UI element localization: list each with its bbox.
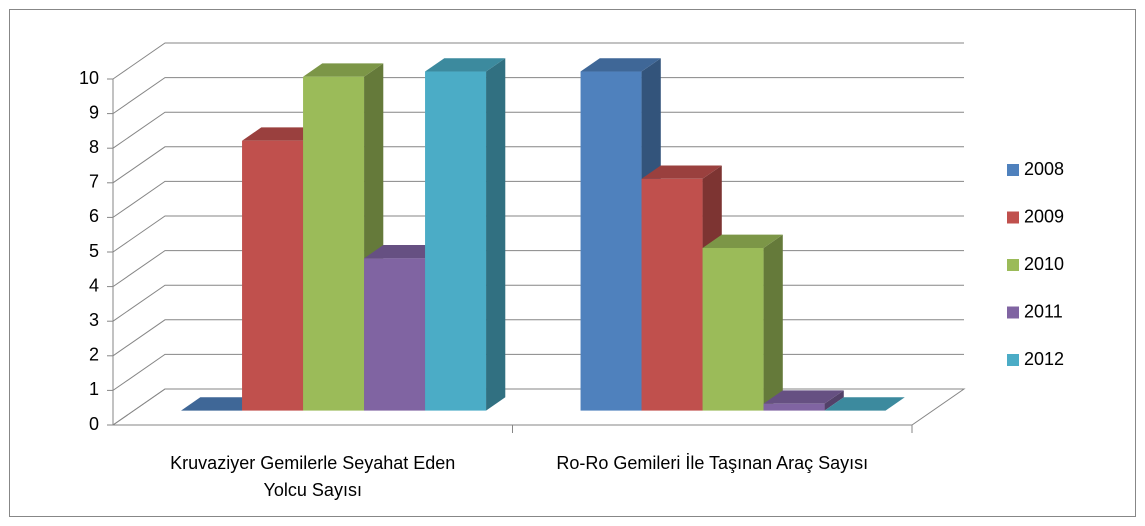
y-tick-label: 5 bbox=[89, 241, 99, 261]
legend-swatch bbox=[1007, 354, 1019, 366]
bar-top bbox=[824, 397, 905, 411]
bar-top bbox=[181, 397, 262, 411]
bar bbox=[303, 63, 384, 411]
x-tick-label: Ro-Ro Gemileri İle Taşınan Araç Sayısı bbox=[556, 453, 869, 473]
y-tick-label: 3 bbox=[89, 310, 99, 330]
legend-label: 2008 bbox=[1024, 159, 1064, 179]
legend-swatch bbox=[1007, 211, 1019, 224]
bar-front bbox=[364, 258, 426, 411]
grid-line bbox=[112, 111, 964, 149]
bar-front bbox=[425, 71, 487, 411]
legend-label: 2012 bbox=[1024, 349, 1064, 369]
bar-top bbox=[364, 245, 445, 259]
bar-top bbox=[242, 127, 323, 141]
legend-label: 2010 bbox=[1024, 254, 1064, 274]
bar bbox=[425, 58, 506, 411]
chart-border bbox=[9, 9, 1136, 517]
bar-side bbox=[824, 390, 844, 411]
bar-front bbox=[303, 76, 365, 411]
bar bbox=[824, 397, 905, 411]
x-tick-label: Kruvaziyer Gemilerle Seyahat Eden Yolcu … bbox=[170, 453, 456, 500]
bar bbox=[702, 234, 783, 411]
legend-swatch bbox=[1007, 164, 1019, 176]
bar-front bbox=[641, 178, 703, 411]
y-tick-label: 10 bbox=[79, 68, 99, 88]
bar-front bbox=[242, 140, 304, 411]
legend-swatch bbox=[1007, 259, 1019, 271]
y-tick-label: 8 bbox=[89, 137, 99, 157]
bar-top bbox=[425, 58, 506, 72]
y-tick-label: 1 bbox=[89, 379, 99, 399]
y-tick-label: 4 bbox=[89, 275, 99, 295]
bar-top bbox=[580, 58, 661, 72]
y-tick-label: 7 bbox=[89, 172, 99, 192]
bar bbox=[181, 397, 262, 411]
bar-front bbox=[763, 403, 825, 411]
legend-swatch bbox=[1007, 306, 1019, 319]
bar-top bbox=[763, 390, 844, 404]
bar bbox=[763, 390, 844, 411]
bar-side bbox=[763, 234, 783, 411]
grid-line bbox=[112, 42, 964, 80]
bar-top bbox=[641, 165, 722, 179]
bar-top bbox=[702, 234, 783, 248]
legend-label: 2009 bbox=[1024, 206, 1064, 226]
legend-label: 2011 bbox=[1024, 301, 1063, 321]
bar-front bbox=[702, 247, 764, 411]
grid-line bbox=[112, 77, 964, 115]
grid-line bbox=[112, 146, 964, 184]
y-tick-label: 2 bbox=[89, 345, 99, 365]
y-tick-label: 6 bbox=[89, 206, 99, 226]
bar-top bbox=[303, 63, 384, 77]
y-tick-label: 9 bbox=[89, 102, 99, 122]
y-tick-label: 0 bbox=[89, 414, 99, 434]
bar-front bbox=[580, 71, 642, 411]
bar-side bbox=[486, 58, 506, 411]
